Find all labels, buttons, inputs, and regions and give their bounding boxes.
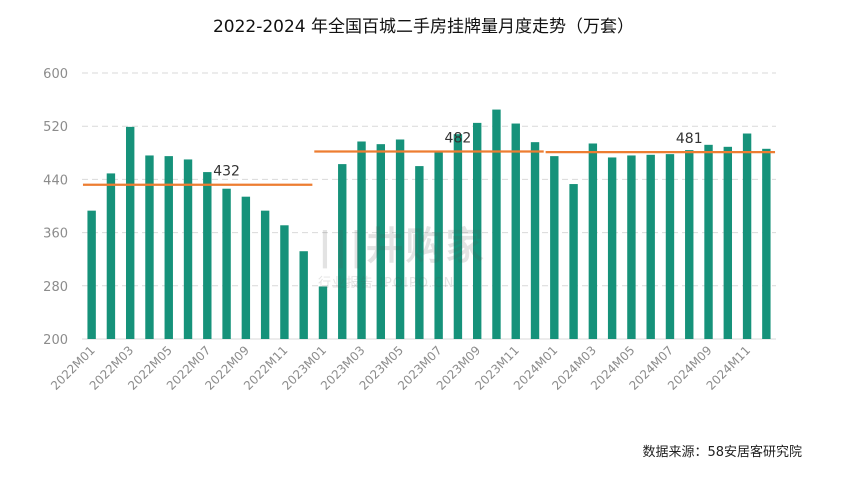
y-tick-label: 600 <box>43 67 68 82</box>
y-axis: 200 280 360 440 520 600 <box>43 67 68 348</box>
average-label: 482 <box>445 130 472 146</box>
bar <box>260 210 270 339</box>
bar <box>299 251 308 339</box>
bar <box>704 144 713 339</box>
bar <box>762 148 771 339</box>
bar <box>550 156 559 339</box>
y-tick-label: 200 <box>43 333 68 348</box>
bar <box>588 143 598 339</box>
bar <box>511 123 520 339</box>
bar <box>395 139 405 339</box>
bar <box>106 173 116 339</box>
bar <box>569 184 578 339</box>
bar <box>646 154 655 339</box>
bar <box>665 154 675 339</box>
bar <box>685 150 694 339</box>
y-tick-label: 440 <box>43 173 68 188</box>
source-note: 数据来源：58安居客研究院 <box>642 445 802 460</box>
bar <box>357 141 366 339</box>
bar <box>453 134 463 339</box>
bar <box>530 142 540 339</box>
bar <box>434 151 443 339</box>
bar <box>164 156 173 339</box>
bar <box>338 164 347 339</box>
bar <box>607 157 617 339</box>
bar <box>280 225 289 339</box>
x-axis: 2022M012022M032022M052022M072022M092022M… <box>48 343 753 393</box>
bar <box>241 196 251 339</box>
bar <box>723 146 733 339</box>
bar <box>318 286 328 339</box>
bar <box>145 155 154 339</box>
bar <box>472 122 482 339</box>
bar <box>222 188 231 339</box>
y-tick-label: 360 <box>43 227 68 242</box>
bar <box>183 159 193 339</box>
bar <box>415 166 424 339</box>
average-label: 432 <box>213 164 240 180</box>
bar <box>87 210 96 339</box>
bars <box>87 109 771 340</box>
chart-title: 2022-2024 年全国百城二手房挂牌量月度走势（万套） <box>212 17 635 37</box>
bar <box>125 126 135 340</box>
bar <box>203 172 212 339</box>
bar <box>742 133 752 339</box>
bar <box>627 155 636 339</box>
y-tick-label: 520 <box>43 120 68 135</box>
bar <box>376 144 386 339</box>
average-label: 481 <box>676 131 703 147</box>
bar <box>492 109 501 339</box>
average-lines: 432 482 481 <box>82 130 776 186</box>
y-tick-label: 280 <box>43 280 68 295</box>
gridlines <box>82 72 776 340</box>
